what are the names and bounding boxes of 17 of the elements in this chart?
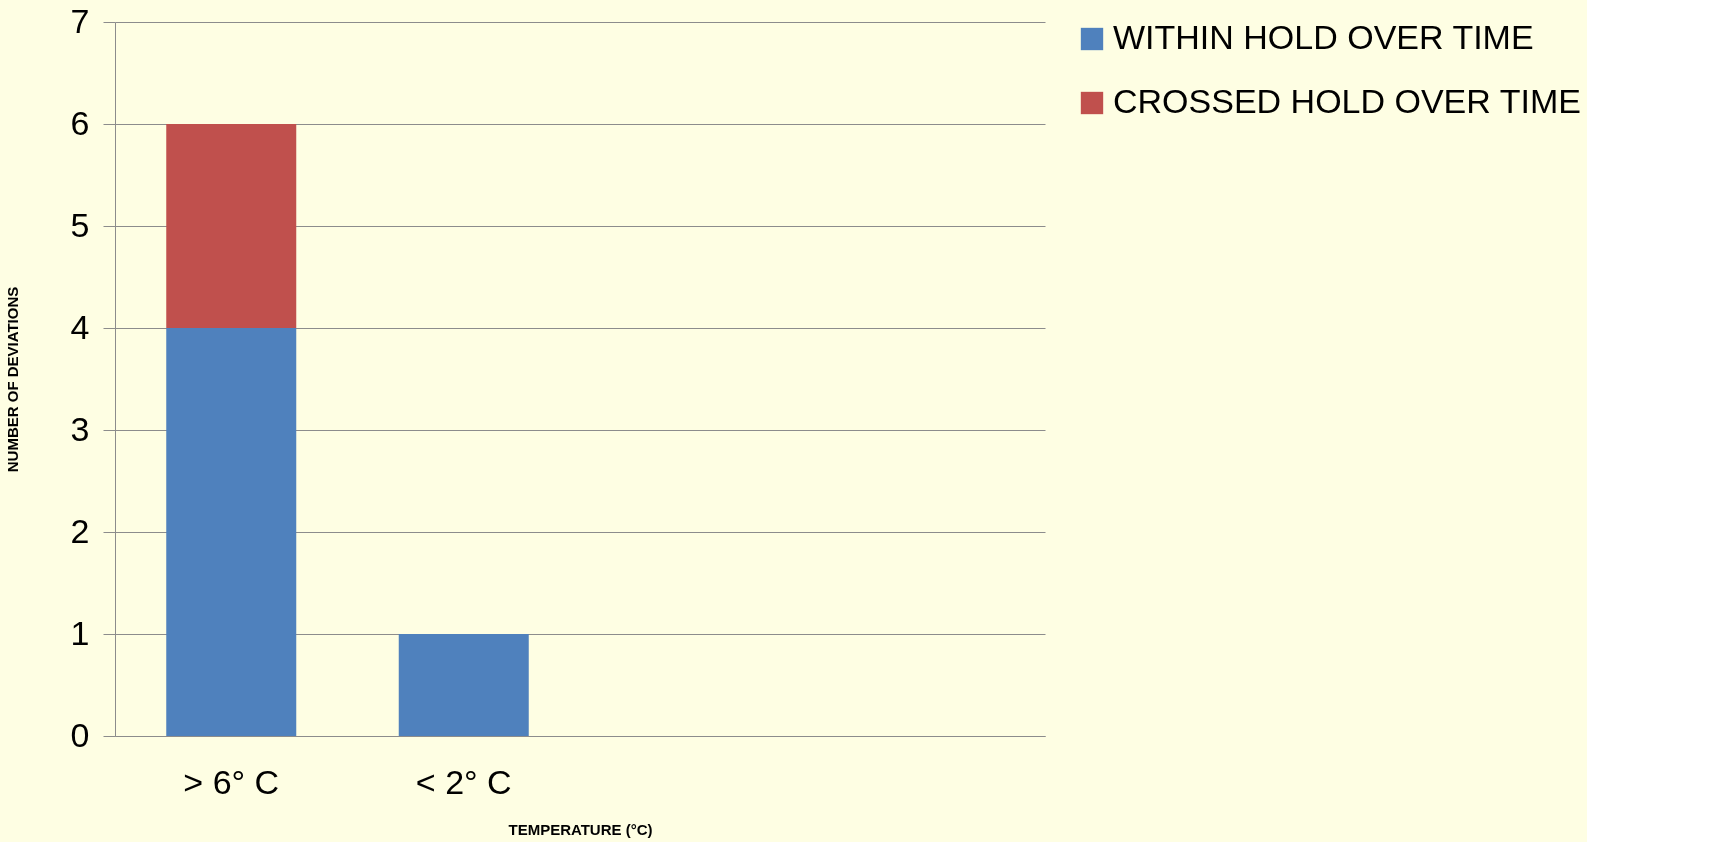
legend-label: CROSSED HOLD OVER TIME bbox=[1113, 82, 1581, 120]
bar bbox=[166, 328, 297, 736]
y-tick-label: 6 bbox=[70, 103, 90, 142]
legend-label: WITHIN HOLD OVER TIME bbox=[1113, 18, 1534, 56]
y-tick-label: 4 bbox=[70, 307, 90, 346]
x-axis-title: TEMPERATURE (°C) bbox=[508, 820, 653, 838]
x-tick-label: < 2° C bbox=[415, 762, 512, 801]
y-tick-label: 7 bbox=[70, 1, 90, 40]
y-tick-label: 3 bbox=[70, 409, 90, 448]
y-tick-label: 1 bbox=[70, 613, 90, 652]
x-tick-label: > 6° C bbox=[183, 762, 280, 801]
y-tick-label: 2 bbox=[70, 511, 90, 550]
bar bbox=[398, 634, 529, 736]
y-tick-label: 0 bbox=[70, 715, 90, 754]
y-axis-title: NUMBER OF DEVIATIONS bbox=[3, 286, 21, 473]
bar bbox=[166, 124, 297, 328]
y-tick-label: 5 bbox=[70, 205, 90, 244]
